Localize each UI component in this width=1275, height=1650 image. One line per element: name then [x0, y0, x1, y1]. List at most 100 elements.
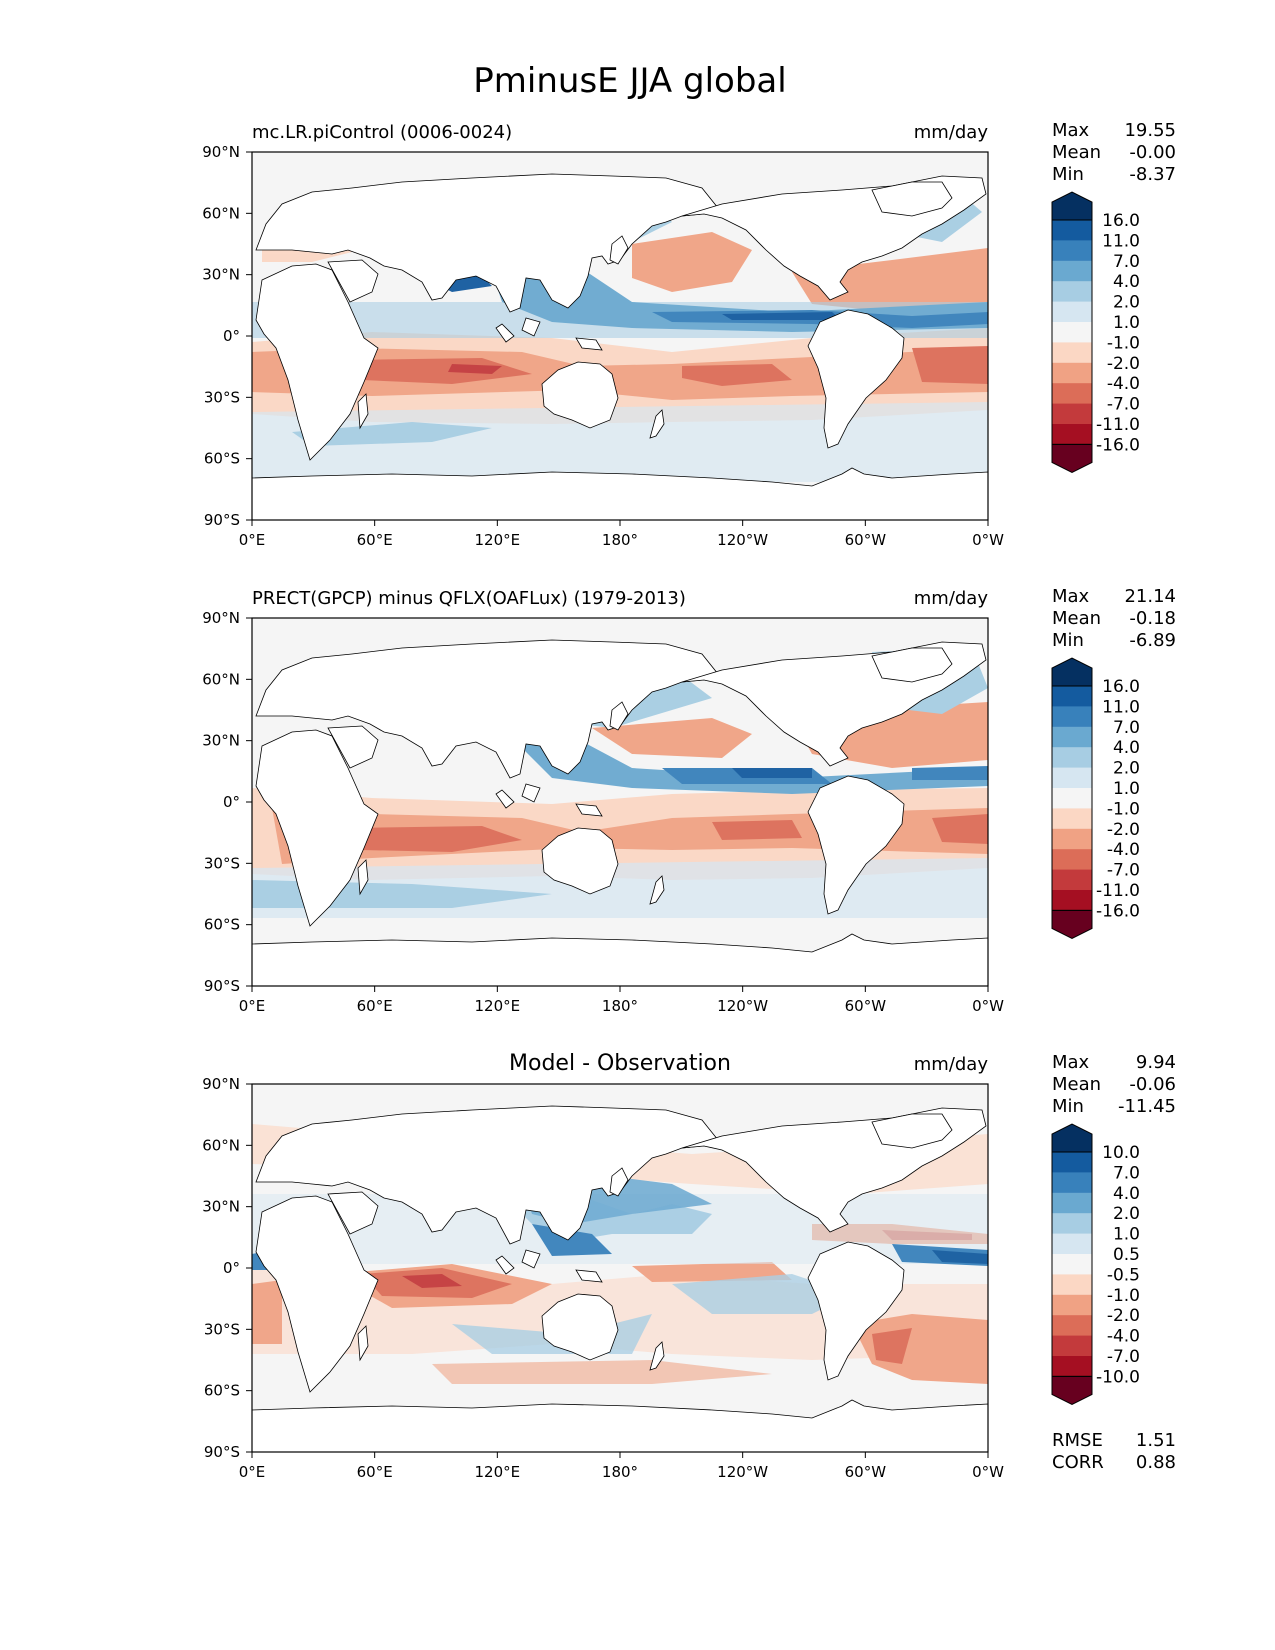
lon-tick-label: 60°E [357, 997, 393, 1015]
axes: 0°E 60°E 120°E 180° 120°W 60°W 0°W 90°N 60°N 30°N… [202, 143, 1004, 549]
colorbar-extend-min [1051, 1375, 1093, 1405]
lat-tick-label: 60°N [202, 670, 240, 688]
colorbar-band [1052, 849, 1092, 871]
colorbar-band [1052, 808, 1092, 830]
lat-tick-label: 60°N [202, 204, 240, 222]
colorbar-tick-label: 0.5 [1113, 1245, 1140, 1265]
lon-tick-label: 60°E [357, 531, 393, 549]
lat-tick-label: 90°N [202, 1075, 240, 1093]
colorbar-tick-label: -11.0 [1096, 415, 1140, 435]
colorbar-band [1052, 1356, 1092, 1377]
colorbar: 16.011.07.04.02.01.0-1.0-2.0-4.0-7.0-11.… [1051, 191, 1140, 473]
stat-max-label: Max [1052, 586, 1090, 607]
stat-min-label: Min [1052, 164, 1084, 185]
lon-tick-label: 120°W [717, 997, 768, 1015]
colorbar-band [1052, 1213, 1092, 1235]
colorbar-tick-label: 7.0 [1113, 1163, 1140, 1183]
panel-title: Model - Observation [509, 1051, 731, 1076]
colorbar-extend-min [1051, 443, 1093, 473]
colorbar-band [1052, 220, 1092, 241]
lat-tick-label: 60°S [204, 450, 240, 468]
lat-tick-label: 30°N [202, 1198, 240, 1216]
lat-tick-label: 90°S [204, 977, 240, 995]
colorbar-band [1052, 1335, 1092, 1357]
lat-tick-label: 0° [223, 327, 240, 345]
lat-tick-label: 60°S [204, 916, 240, 934]
stat-max-value: 21.14 [1124, 586, 1176, 607]
colorbar-band [1052, 240, 1092, 262]
stat-max-value: 9.94 [1136, 1052, 1176, 1073]
axes: 0°E 60°E 120°E 180° 120°W 60°W 0°W 90°N 60°N 30°N… [202, 1075, 1004, 1481]
colorbar-tick-label: -1.0 [1107, 799, 1140, 819]
panel-units: mm/day [914, 588, 989, 609]
colorbar-tick-label: 7.0 [1113, 718, 1140, 738]
colorbar-band [1052, 1152, 1092, 1173]
colorbar-frame [1051, 1151, 1093, 1377]
lon-tick-label: 120°W [717, 531, 768, 549]
stats: Max 19.55 Mean -0.00 Min -8.37 [1052, 120, 1176, 185]
colorbar-tick-label: 4.0 [1113, 1184, 1140, 1204]
lon-tick-label: 60°W [845, 531, 887, 549]
colorbar-tick-label: 2.0 [1113, 759, 1140, 779]
stat-rmse-label: RMSE [1052, 1430, 1103, 1451]
colorbar-tick-label: -2.0 [1107, 354, 1140, 374]
colorbar-band [1052, 260, 1092, 282]
colorbar-tick-label: -1.0 [1107, 1286, 1140, 1306]
colorbar-band [1052, 828, 1092, 850]
colorbar-tick-label: 10.0 [1102, 1143, 1140, 1163]
stat-mean-value: -0.18 [1129, 608, 1176, 629]
colorbar-tick-label: 1.0 [1113, 313, 1140, 333]
colorbar-band [1052, 1172, 1092, 1194]
lat-tick-label: 90°N [202, 143, 240, 161]
panel-model: mc.LR.piControl (0006-0024) mm/day [202, 120, 1176, 549]
colorbar-extend-max [1051, 1123, 1093, 1153]
colorbar-tick-label: -1.0 [1107, 333, 1140, 353]
colorbar-band [1052, 342, 1092, 364]
colorbar-band [1052, 1233, 1092, 1255]
colorbar-tick-label: 4.0 [1113, 738, 1140, 758]
panel-title: mc.LR.piControl (0006-0024) [252, 122, 512, 143]
stat-mean-value: -0.06 [1129, 1074, 1176, 1095]
colorbar-tick-label: 1.0 [1113, 1225, 1140, 1245]
colorbar-band [1052, 747, 1092, 769]
colorbar-tick-label: -2.0 [1107, 820, 1140, 840]
colorbar-tick-label: -7.0 [1107, 861, 1140, 881]
colorbar-frame [1051, 219, 1093, 445]
colorbar-extend-max [1051, 657, 1093, 687]
colorbar-band [1052, 1315, 1092, 1337]
lon-tick-label: 180° [602, 997, 638, 1015]
colorbar-tick-label: -7.0 [1107, 1347, 1140, 1367]
stat-min-label: Min [1052, 1096, 1084, 1117]
lat-tick-label: 60°N [202, 1136, 240, 1154]
colorbar-extend-max [1051, 191, 1093, 221]
colorbar-extend-min [1051, 909, 1093, 939]
colorbar-band [1052, 403, 1092, 425]
lon-tick-label: 0°W [972, 531, 1004, 549]
lat-tick-label: 60°S [204, 1382, 240, 1400]
colorbar-band [1052, 767, 1092, 789]
lon-tick-label: 120°E [475, 997, 521, 1015]
stat-max-label: Max [1052, 120, 1090, 141]
colorbar-band [1052, 383, 1092, 405]
lon-tick-label: 0°W [972, 1463, 1004, 1481]
colorbar-tick-label: -11.0 [1096, 881, 1140, 901]
stat-max-label: Max [1052, 1052, 1090, 1073]
lat-tick-label: 30°S [204, 388, 240, 406]
lat-tick-label: 30°N [202, 732, 240, 750]
colorbar-band [1052, 1254, 1092, 1275]
stat-corr-value: 0.88 [1136, 1452, 1176, 1473]
colorbar-tick-label: -16.0 [1096, 901, 1140, 921]
lat-tick-label: 90°S [204, 1443, 240, 1461]
stat-rmse-value: 1.51 [1136, 1430, 1176, 1451]
lat-tick-label: 30°S [204, 1320, 240, 1338]
map-field [252, 1084, 988, 1452]
panel-units: mm/day [914, 1054, 989, 1075]
map-field [252, 152, 988, 520]
colorbar-tick-label: 2.0 [1113, 293, 1140, 313]
lat-tick-label: 0° [223, 1259, 240, 1277]
colorbar-tick-label: 16.0 [1102, 211, 1140, 231]
lat-tick-label: 90°S [204, 511, 240, 529]
stat-min-value: -6.89 [1129, 630, 1176, 651]
stat-max-value: 19.55 [1124, 120, 1176, 141]
colorbar-frame [1051, 685, 1093, 911]
